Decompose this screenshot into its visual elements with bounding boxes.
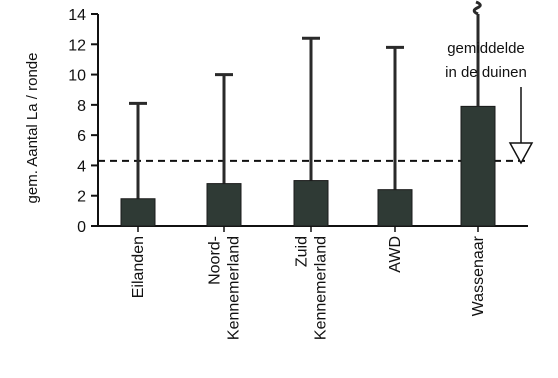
error-bar-break (472, 0, 482, 16)
y-axis-label: gem. Aantal La / ronde (24, 53, 41, 204)
annotation-text: gemiddelde (447, 40, 525, 57)
y-tick-label: 12 (68, 37, 86, 54)
bar (120, 198, 156, 227)
category-label: Kennemerland (313, 236, 330, 340)
category-label: Noord- (207, 236, 224, 285)
category-label: Eilanden (130, 236, 147, 298)
annotation: gemiddelde in de duinen (445, 40, 534, 165)
bar (460, 105, 496, 227)
y-tick-label: 10 (68, 68, 86, 85)
bar (377, 189, 413, 227)
category-labels: Eilanden Noord- Kennemerland Zuid Kennemerla… (130, 235, 487, 340)
category-label: Zuid (294, 236, 311, 267)
annotation-arrow-head (508, 142, 534, 165)
y-axis: 0 2 4 6 8 10 12 14 (68, 7, 528, 236)
annotation-text: in de duinen (445, 64, 527, 81)
y-tick-label: 0 (77, 219, 86, 236)
y-tick-label: 14 (68, 7, 86, 24)
category-label: AWD (387, 236, 404, 273)
y-tick-label: 8 (77, 98, 86, 115)
bar (293, 180, 329, 227)
bar (206, 183, 242, 227)
y-tick-label: 4 (77, 158, 86, 175)
category-label: Kennemerland (226, 236, 243, 340)
category-label: Wassenaar (470, 235, 487, 316)
y-tick-label: 6 (77, 128, 86, 145)
y-tick-label: 2 (77, 189, 86, 206)
bars (98, 0, 528, 232)
